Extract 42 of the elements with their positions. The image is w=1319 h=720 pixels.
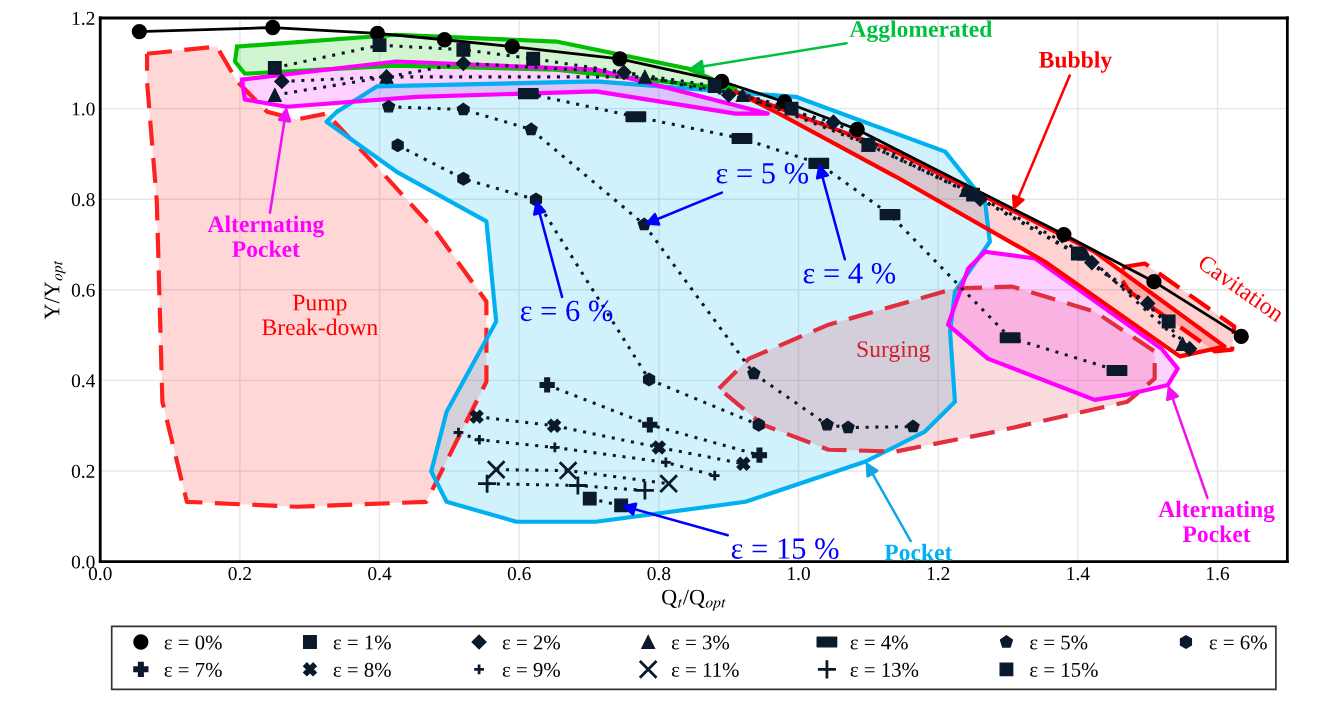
- legend-label: ε = 2%: [502, 635, 560, 650]
- annotation: Agglomerated: [849, 20, 993, 43]
- x-tick-label: 0.4: [368, 567, 392, 581]
- legend-label: ε = 6%: [1209, 635, 1267, 650]
- x-tick-label: 1.0: [788, 567, 810, 581]
- legend-label: ε = 9%: [502, 662, 560, 677]
- y-tick-label: 0.8: [71, 193, 95, 207]
- y-tick-label: 1.2: [72, 11, 95, 26]
- legend-label: ε = 13%: [850, 662, 919, 677]
- legend-label: ε = 7%: [164, 662, 222, 677]
- annotation: Bubbly: [1039, 51, 1112, 73]
- x-tick-label: 0.0: [88, 567, 112, 581]
- x-tick-label: 1.2: [927, 567, 950, 581]
- y-tick-label: 0.6: [71, 283, 95, 297]
- legend-label: ε = 1%: [333, 635, 391, 650]
- annotation: ε = 6 %: [520, 300, 613, 322]
- annotation: Pocket: [884, 543, 953, 561]
- x-tick-label: 1.6: [1207, 567, 1230, 581]
- y-tick-label: 0.4: [71, 374, 96, 388]
- y-axis-title: Υ/Υ$_{opt}$: [44, 260, 66, 320]
- legend-label: ε = 5%: [1030, 635, 1088, 650]
- legend-label: ε = 15%: [1030, 662, 1098, 677]
- annotation: Surging: [857, 341, 930, 362]
- y-tick-label: 0.0: [71, 555, 95, 569]
- annotation: ε = 4 %: [803, 262, 896, 284]
- annotation: Alternating Pocket: [1158, 500, 1275, 543]
- x-tick-label: 1.4: [1067, 567, 1090, 581]
- annotation: Pump Break-down: [262, 294, 378, 336]
- annotation: ε = 5 %: [716, 162, 809, 184]
- legend-label: ε = 3%: [671, 635, 730, 650]
- annotation: Alternating Pocket: [207, 215, 324, 258]
- y-tick-label: 1.0: [72, 102, 95, 116]
- x-tick-label: 0.6: [507, 567, 531, 581]
- x-axis-title: Q$_{t}$/Q$_{opt}$: [662, 589, 726, 611]
- legend-label: ε = 0%: [164, 635, 222, 650]
- legend-label: ε = 4%: [850, 635, 908, 650]
- annotation: ε = 15 %: [731, 538, 839, 560]
- legend-label: ε = 8%: [333, 662, 391, 677]
- x-tick-label: 0.2: [228, 567, 251, 581]
- legend-label: ε = 11%: [671, 662, 739, 677]
- y-tick-label: 0.2: [71, 464, 95, 479]
- x-tick-label: 0.8: [647, 567, 671, 581]
